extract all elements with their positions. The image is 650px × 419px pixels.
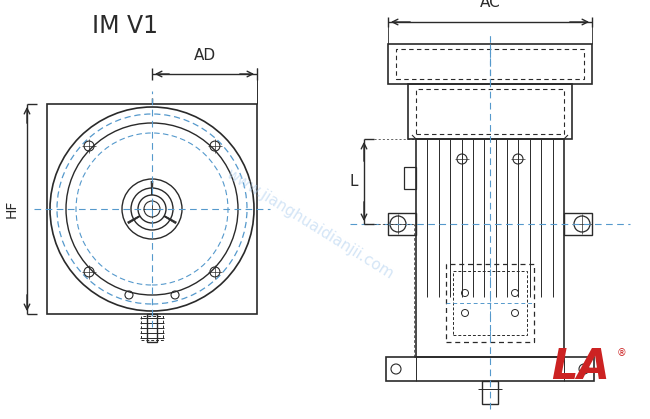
Bar	[408, 84, 572, 139]
Bar	[388, 213, 416, 235]
Bar	[453, 271, 527, 335]
Bar	[404, 167, 416, 189]
Text: LA: LA	[551, 346, 610, 388]
Text: IM V1: IM V1	[92, 14, 158, 38]
Text: L: L	[350, 174, 358, 189]
Bar	[416, 139, 564, 357]
Bar	[564, 213, 592, 235]
Text: AC: AC	[480, 0, 500, 10]
Bar	[386, 357, 594, 381]
Bar	[47, 104, 257, 314]
Bar	[388, 44, 592, 84]
Bar	[396, 49, 584, 79]
Text: www.jianghuaidianjii.com: www.jianghuaidianjii.com	[224, 166, 396, 282]
Text: HF: HF	[5, 200, 19, 218]
Bar	[482, 381, 498, 404]
Bar	[141, 316, 163, 340]
Bar	[446, 264, 534, 342]
Text: ®: ®	[617, 348, 627, 358]
Text: AD: AD	[194, 48, 216, 63]
Bar	[147, 314, 157, 342]
Bar	[416, 89, 564, 134]
